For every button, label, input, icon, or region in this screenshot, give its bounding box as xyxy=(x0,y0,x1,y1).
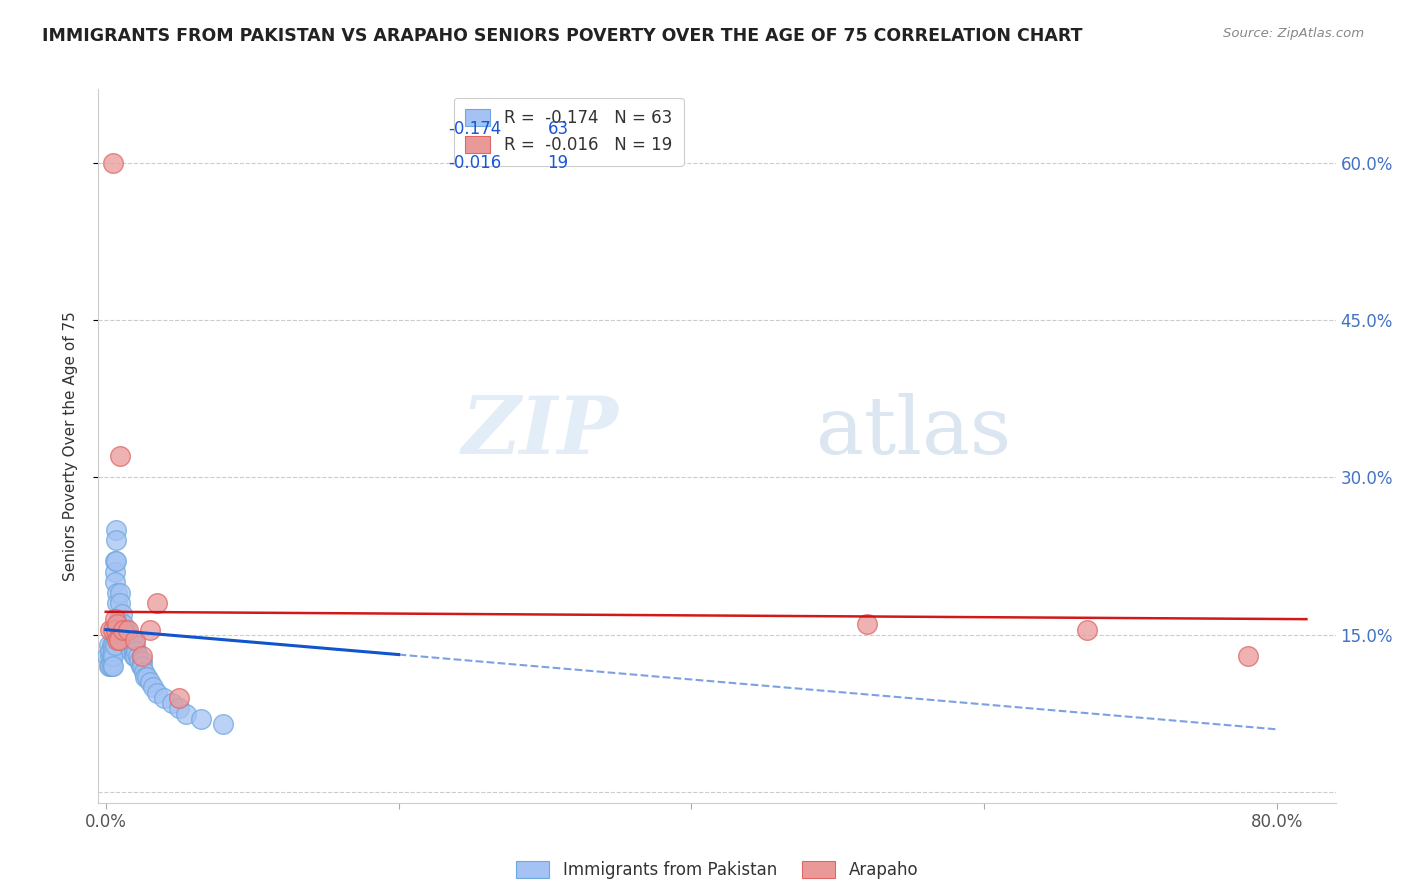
Point xyxy=(129,659,152,673)
Point xyxy=(110,450,132,464)
Point xyxy=(114,633,136,648)
Y-axis label: Seniors Poverty Over the Age of 75: Seniors Poverty Over the Age of 75 xyxy=(63,311,77,581)
Point xyxy=(138,675,160,690)
Point xyxy=(142,681,165,695)
Point xyxy=(111,607,134,621)
Point xyxy=(104,523,127,537)
Point xyxy=(103,554,125,568)
Point xyxy=(134,670,156,684)
Point xyxy=(110,623,132,637)
Point xyxy=(1076,623,1098,637)
Point xyxy=(101,643,124,657)
Point xyxy=(127,648,149,663)
Point xyxy=(128,654,150,668)
Point xyxy=(108,623,131,637)
Point xyxy=(112,623,135,637)
Text: Source: ZipAtlas.com: Source: ZipAtlas.com xyxy=(1223,27,1364,40)
Point xyxy=(1237,648,1260,663)
Point xyxy=(98,623,121,637)
Point xyxy=(117,623,139,637)
Point xyxy=(107,617,129,632)
Point xyxy=(103,575,125,590)
Point xyxy=(98,643,121,657)
Point xyxy=(108,633,131,648)
Point xyxy=(118,633,141,648)
Point xyxy=(114,623,136,637)
Point xyxy=(146,685,169,699)
Point xyxy=(146,596,169,610)
Point xyxy=(190,712,212,726)
Point xyxy=(125,643,148,657)
Point xyxy=(121,633,143,648)
Point xyxy=(103,612,125,626)
Point xyxy=(100,639,122,653)
Point xyxy=(107,586,129,600)
Point xyxy=(101,648,124,663)
Point xyxy=(103,565,125,579)
Point xyxy=(131,659,153,673)
Point xyxy=(112,623,135,637)
Point xyxy=(110,596,132,610)
Point xyxy=(100,648,122,663)
Point xyxy=(124,633,146,648)
Point xyxy=(98,659,121,673)
Text: 19: 19 xyxy=(547,153,568,171)
Point xyxy=(124,648,146,663)
Legend: R =  -0.174   N = 63, R =  -0.016   N = 19: R = -0.174 N = 63, R = -0.016 N = 19 xyxy=(454,97,683,166)
Text: atlas: atlas xyxy=(815,392,1011,471)
Point xyxy=(101,639,124,653)
Point xyxy=(167,690,190,705)
Point xyxy=(103,639,125,653)
Point xyxy=(107,633,129,648)
Point xyxy=(212,717,235,731)
Point xyxy=(121,639,143,653)
Point xyxy=(97,639,120,653)
Point xyxy=(118,639,141,653)
Point xyxy=(98,648,121,663)
Point xyxy=(856,617,879,632)
Point xyxy=(115,623,138,637)
Point xyxy=(104,554,127,568)
Point xyxy=(101,155,124,169)
Point xyxy=(120,643,142,657)
Point xyxy=(117,633,139,648)
Point xyxy=(138,623,160,637)
Point xyxy=(131,654,153,668)
Point xyxy=(122,643,145,657)
Point xyxy=(124,639,146,653)
Point xyxy=(135,670,157,684)
Point xyxy=(108,612,131,626)
Point xyxy=(101,659,124,673)
Text: IMMIGRANTS FROM PAKISTAN VS ARAPAHO SENIORS POVERTY OVER THE AGE OF 75 CORRELATI: IMMIGRANTS FROM PAKISTAN VS ARAPAHO SENI… xyxy=(42,27,1083,45)
Point xyxy=(122,648,145,663)
Text: -0.016: -0.016 xyxy=(449,153,502,171)
Point xyxy=(115,628,138,642)
Text: ZIP: ZIP xyxy=(461,393,619,470)
Point xyxy=(104,623,127,637)
Point xyxy=(117,639,139,653)
Point xyxy=(174,706,197,721)
Point xyxy=(167,701,190,715)
Point xyxy=(101,623,124,637)
Text: 63: 63 xyxy=(547,120,568,138)
Point xyxy=(112,617,135,632)
Point xyxy=(104,533,127,548)
Point xyxy=(107,596,129,610)
Point xyxy=(97,659,120,673)
Point xyxy=(96,648,118,663)
Point xyxy=(153,690,176,705)
Point xyxy=(132,665,155,679)
Point xyxy=(160,696,183,710)
Point xyxy=(110,586,132,600)
Text: -0.174: -0.174 xyxy=(449,120,502,138)
Point xyxy=(100,659,122,673)
Point xyxy=(131,648,153,663)
